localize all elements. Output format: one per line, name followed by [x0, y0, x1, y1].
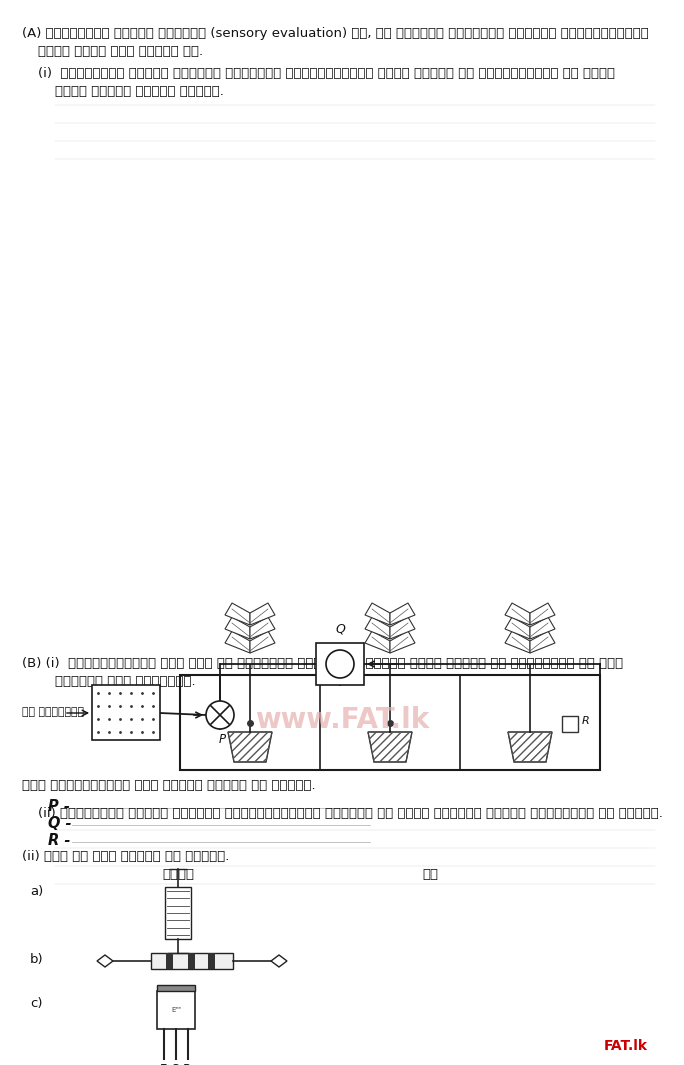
- Polygon shape: [530, 603, 555, 625]
- Polygon shape: [225, 630, 250, 653]
- Text: www.FAT.lk: www.FAT.lk: [255, 706, 429, 734]
- Polygon shape: [250, 603, 275, 625]
- Text: Q -: Q -: [48, 816, 72, 831]
- Polygon shape: [225, 617, 250, 639]
- Bar: [157, 985, 195, 992]
- Bar: [188, 953, 195, 969]
- Text: a): a): [30, 885, 43, 898]
- Bar: [208, 953, 215, 969]
- Text: P: P: [218, 733, 226, 745]
- Polygon shape: [505, 617, 530, 639]
- Bar: [165, 887, 191, 939]
- Polygon shape: [390, 630, 415, 653]
- Polygon shape: [508, 732, 552, 761]
- Polygon shape: [390, 617, 415, 639]
- Polygon shape: [250, 617, 275, 639]
- Text: (A) සංවේදිතා දර්ශක ඇගයිමේ (sensory evaluation) දී, උම ඇගයිමේ මන්ඩලයට සැදුසු සාමා: (A) සංවේදිතා දර්ශක ඇගයිමේ (sensory evalu…: [22, 27, 648, 40]
- Text: (ii) සංවේදිතා දර්ශක ඇගයිමේ විද්යාගාරයක් පවත්වා ගත යුතු තත්ත්ව තුනක් ලටයිස්තු ගත : (ii) සංවේදිතා දර්ශක ඇගයිමේ විද්යාගාරයක් …: [38, 807, 663, 820]
- Text: Q: Q: [335, 622, 345, 635]
- Polygon shape: [365, 617, 390, 639]
- Circle shape: [326, 650, 354, 678]
- Polygon shape: [225, 603, 250, 625]
- Circle shape: [206, 701, 234, 730]
- Bar: [316, 643, 364, 685]
- Polygon shape: [250, 630, 275, 653]
- Bar: [157, 992, 195, 1029]
- Polygon shape: [530, 617, 555, 639]
- Text: E C B: E C B: [160, 1063, 192, 1065]
- Bar: [151, 953, 233, 969]
- Polygon shape: [365, 603, 390, 625]
- Bar: [180, 675, 600, 770]
- Text: FAT.lk: FAT.lk: [604, 1039, 648, 1053]
- Text: P -: P -: [48, 799, 70, 814]
- Polygon shape: [390, 603, 415, 625]
- Bar: [92, 685, 160, 740]
- Polygon shape: [228, 732, 272, 761]
- Text: සටහනක් පහත දප්ක්වේ.: සටහනක් පහත දප්ක්වේ.: [55, 675, 196, 688]
- Text: (i)  සංවේදිතා දර්ශක ඇගයිමේ මන්ඩලයට සාමාට්කයින් තෝරා ගනීමේ දී සටල්කිල්ලට ගත යුතු: (i) සංවේදිතා දර්ශක ඇගයිමේ මන්ඩලයට සාමාට්…: [38, 67, 615, 80]
- Text: ජල වැේකියා: ජල වැේකියා: [22, 707, 84, 717]
- Polygon shape: [505, 603, 530, 625]
- Bar: [166, 953, 173, 969]
- Polygon shape: [271, 955, 287, 967]
- Text: b): b): [30, 953, 44, 966]
- Polygon shape: [365, 630, 390, 653]
- Text: සාදක දේකක් සදහන් කරන්න.: සාදක දේකක් සදහන් කරන්න.: [55, 85, 224, 98]
- Polygon shape: [530, 630, 555, 653]
- Bar: [562, 716, 578, 732]
- Text: (ii) පහත දී ඇති කෝටස් නම කරන්න.: (ii) පහත දී ඇති කෝටස් නම කරන්න.: [22, 850, 229, 863]
- Text: නම: නම: [422, 868, 438, 881]
- Text: R -: R -: [48, 833, 70, 848]
- Polygon shape: [368, 732, 412, 761]
- Text: Eᵉᵉ: Eᵉᵉ: [171, 1007, 181, 1013]
- Text: c): c): [30, 997, 42, 1010]
- Polygon shape: [97, 955, 113, 967]
- Text: මේම පද්දතියේහි පහත සදහන් කෝටස් නම කරන්න.: මේම පද්දතියේහි පහත සදහන් කෝටස් නම කරන්න.: [22, 779, 315, 792]
- Text: (B) (i)  හරිතාගාරයක් තුල ඇති ජල සම්පාදන ස්වයංකීය කීරීම හණහා නාවිත වන පද්දතියක දල: (B) (i) හරිතාගාරයක් තුල ඇති ජල සම්පාදන ස…: [22, 657, 623, 670]
- Text: තෝරා ගනීම ඉයා වඩගත් වේ.: තෝරා ගනීම ඉයා වඩගත් වේ.: [38, 45, 203, 58]
- Text: කෝටස: කෝටස: [162, 868, 194, 881]
- Text: R: R: [582, 716, 590, 726]
- Polygon shape: [505, 630, 530, 653]
